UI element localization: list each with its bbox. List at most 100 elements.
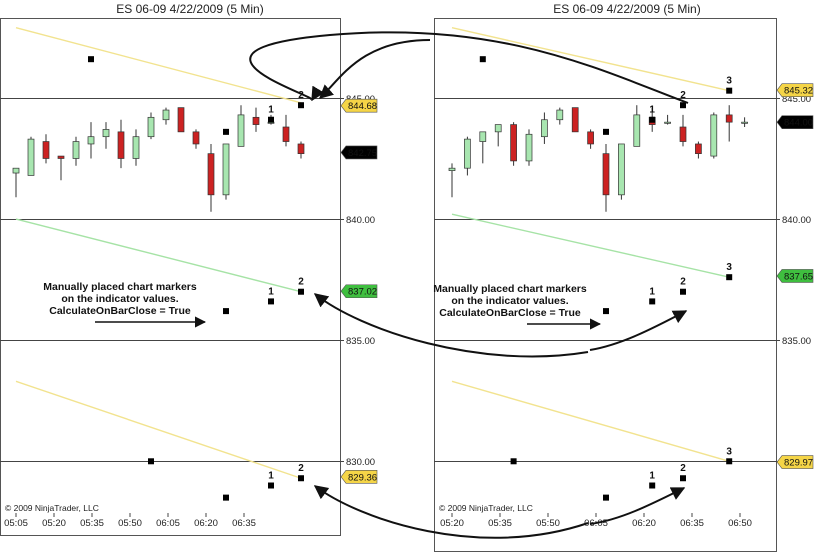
candle-down (192, 131, 200, 145)
price-badge (340, 469, 378, 484)
annotation-line: on the indicator values. (451, 295, 568, 307)
candle-down (602, 153, 610, 196)
candle-up (633, 114, 641, 147)
connector-arrow (318, 39, 431, 99)
candle-up (132, 136, 140, 159)
price-badge (340, 98, 378, 113)
price-badge-label: 829.36 (348, 472, 377, 483)
chart-marker (268, 116, 274, 123)
x-tick-label: 06:35 (232, 518, 256, 529)
chart-marker (298, 475, 304, 482)
chart-title: ES 06-09 4/22/2009 (5 Min) (553, 2, 700, 16)
left-chart: ES 06-09 4/22/2009 (5 Min)845.00840.0083… (0, 2, 378, 536)
marker-label: 1 (268, 471, 274, 482)
marker-label: 1 (268, 286, 274, 297)
candle-down (177, 107, 185, 133)
candle-down (695, 143, 702, 155)
candle-up (102, 129, 110, 138)
candle-up (162, 109, 170, 121)
chart-frame (0, 18, 341, 536)
marker-label: 2 (680, 463, 686, 474)
chart-marker (680, 102, 686, 109)
marker-label: 3 (726, 76, 732, 87)
indicator-line-upper (15, 27, 302, 104)
chart-marker (88, 56, 94, 63)
candle-up (556, 109, 564, 121)
connector-arrow (249, 31, 689, 104)
y-tick-label: 830.00 (346, 457, 375, 468)
candle-down (42, 141, 50, 159)
chart-marker (603, 308, 609, 315)
annotation-line: Manually placed chart markers (433, 283, 587, 295)
chart-marker (680, 288, 686, 295)
indicator-line-lower (15, 380, 302, 479)
chart-marker (479, 56, 486, 63)
candle-down (282, 126, 290, 142)
price-badge-label: 844.00 (784, 118, 813, 129)
marker-label: 2 (298, 90, 304, 101)
candle-up (448, 167, 456, 171)
candle-up (479, 131, 487, 142)
chart-marker (649, 482, 656, 489)
price-badge-label: 837.02 (348, 287, 377, 298)
right-chart: ES 06-09 4/22/2009 (5 Min) 845.00 840.00 83… (433, 2, 814, 552)
x-tick-label: 05:35 (80, 518, 104, 529)
candle-down (57, 155, 65, 159)
x-tick-label: 05:20 (440, 518, 464, 529)
marker-label: 1 (649, 471, 655, 482)
candle-up (541, 119, 548, 138)
chart-marker (268, 482, 274, 489)
connector-arrow (589, 310, 688, 351)
candle-up (710, 114, 718, 157)
x-tick-label: 05:20 (42, 518, 66, 529)
x-tick-label: 05:50 (118, 518, 142, 529)
candle-up (147, 116, 155, 138)
annotation-line: on the indicator values. (61, 293, 178, 305)
candle-up (618, 143, 625, 196)
chart-marker (223, 494, 229, 501)
chart-marker (268, 298, 274, 305)
candle-up (222, 143, 230, 196)
candle-up (525, 133, 533, 162)
x-tick-label: 05:50 (536, 518, 560, 529)
candle-down (725, 114, 733, 123)
annotation-line: CalculateOnBarClose = True (49, 305, 191, 317)
candle-up (741, 121, 748, 124)
chart-marker (726, 87, 733, 94)
indicator-line-lower (451, 380, 730, 462)
candle-down (117, 131, 125, 159)
price-badge (776, 115, 814, 129)
connector-arrow (313, 293, 589, 358)
candle-up (664, 121, 671, 124)
candle-down (297, 143, 305, 155)
price-badge-label: 845.32 (784, 86, 813, 97)
copyright-text: © 2009 NinjaTrader, LLC (5, 503, 99, 513)
candle-up (237, 114, 245, 147)
marker-label: 2 (298, 463, 304, 474)
price-badge-label: 837.65 (784, 271, 813, 282)
x-tick-label: 05:35 (488, 518, 512, 529)
price-badge-label: 829.97 (784, 458, 813, 469)
candle-up (464, 138, 471, 169)
chart-marker (680, 475, 686, 482)
chart-marker (148, 458, 154, 465)
x-tick-label: 06:20 (194, 518, 218, 529)
price-badge-label: 844.68 (348, 101, 377, 112)
x-tick-label: 06:50 (728, 518, 752, 529)
price-badge-label: 842.75 (348, 148, 377, 159)
y-tick-label: 835.00 (346, 336, 375, 347)
candle-up (27, 138, 35, 176)
annotation-line: CalculateOnBarClose = True (439, 307, 581, 319)
x-tick-label: 06:05 (156, 518, 180, 529)
connector-arrow (589, 487, 686, 525)
marker-label: 3 (726, 262, 732, 273)
price-badge (340, 145, 378, 160)
candle-down (571, 107, 579, 133)
x-tick-label: 06:35 (680, 518, 704, 529)
x-tick-label: 06:20 (632, 518, 656, 529)
candle-up (87, 136, 95, 145)
chart-marker (223, 128, 229, 135)
chart-marker (603, 494, 609, 501)
copyright-text: © 2009 NinjaTrader, LLC (439, 503, 533, 513)
